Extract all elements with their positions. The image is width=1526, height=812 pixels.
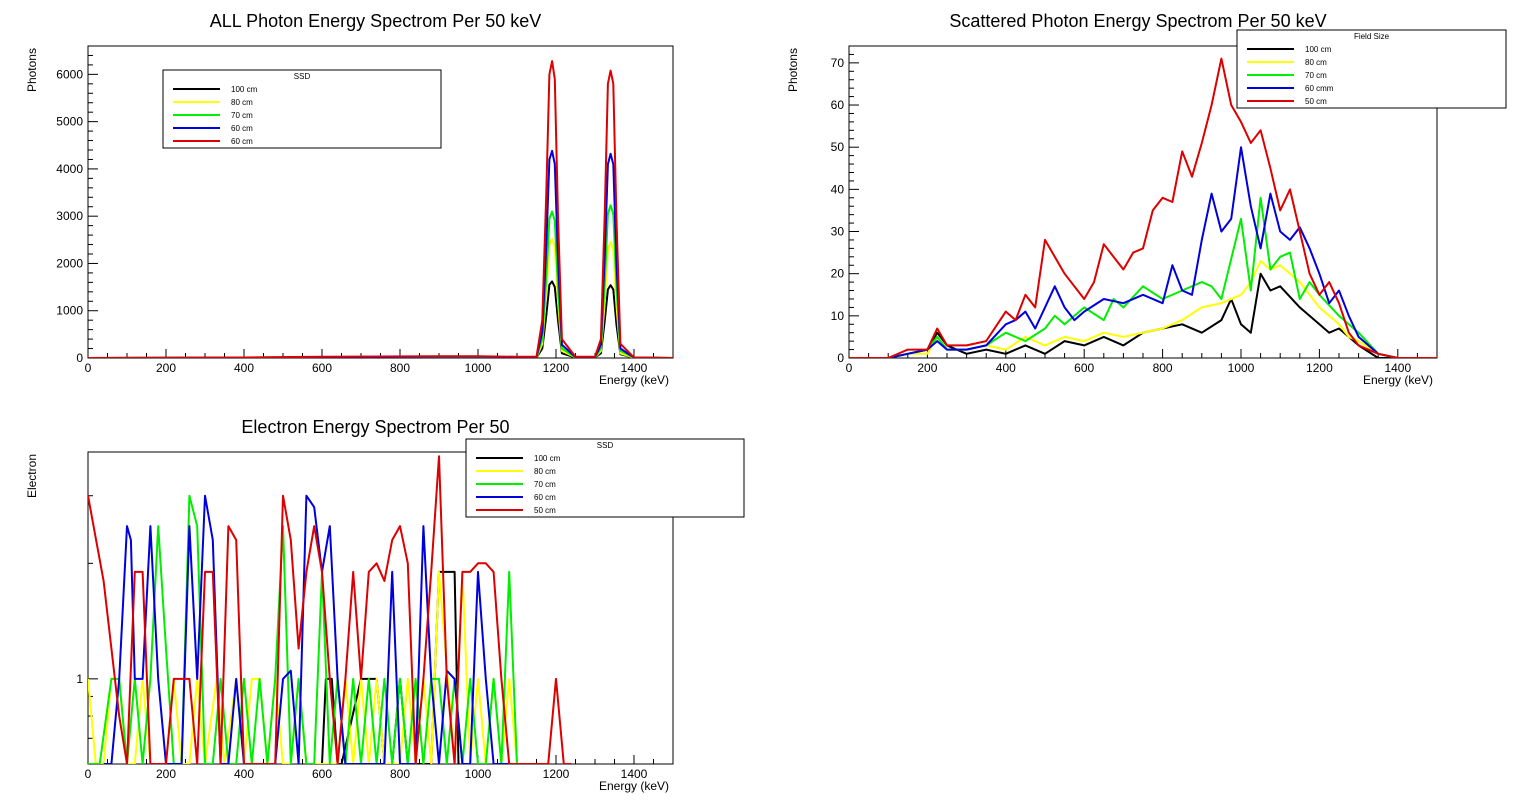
legend-title: Field Size bbox=[1354, 32, 1390, 41]
x-tick-label: 800 bbox=[390, 361, 410, 375]
x-tick-label: 600 bbox=[312, 767, 332, 781]
series-line-5 bbox=[849, 57, 1437, 358]
series-line-1 bbox=[88, 280, 673, 358]
x-tick-label: 600 bbox=[1074, 361, 1094, 375]
legend-entry: 70 cm bbox=[1305, 71, 1327, 80]
y-tick-label: 70 bbox=[831, 56, 845, 70]
y-tick-label: 60 bbox=[831, 98, 845, 112]
y-tick-label: 0 bbox=[76, 351, 83, 365]
y-axis-label: Electron bbox=[25, 454, 39, 498]
x-axis-label: Energy (keV) bbox=[1363, 373, 1433, 387]
series-line-5 bbox=[88, 455, 572, 764]
legend-box bbox=[1236, 29, 1507, 109]
legend: SSD 100 cm 80 cm 70 cm 60 cm 60 cm bbox=[162, 69, 442, 149]
y-tick-label: 0 bbox=[837, 351, 844, 365]
x-tick-label: 400 bbox=[234, 767, 254, 781]
chart-2: Scattered Photon Energy Spectrom Per 50 … bbox=[786, 11, 1507, 387]
legend-entry: 50 cm bbox=[534, 506, 556, 515]
x-tick-label: 1200 bbox=[1306, 361, 1333, 375]
series-group bbox=[88, 60, 673, 358]
y-tick-label: 6000 bbox=[56, 67, 83, 81]
legend-entry: 80 cm bbox=[231, 98, 253, 107]
legend: SSD 100 cm 80 cm 70 cm 60 cm 50 cm bbox=[465, 438, 745, 518]
series-line-4 bbox=[849, 146, 1437, 358]
series-line-4 bbox=[88, 149, 673, 358]
y-tick-label: 5000 bbox=[56, 115, 83, 129]
legend-entry: 60 cm bbox=[534, 493, 556, 502]
legend-title: SSD bbox=[597, 441, 614, 450]
x-tick-label: 1000 bbox=[1228, 361, 1255, 375]
x-tick-label: 200 bbox=[917, 361, 937, 375]
series-group bbox=[849, 57, 1437, 358]
y-axis-label: Photons bbox=[25, 48, 39, 92]
legend: Field Size 100 cm 80 cm 70 cm 60 cmm 50 cm bbox=[1236, 29, 1507, 109]
x-tick-label: 1000 bbox=[465, 361, 492, 375]
series-line-1 bbox=[849, 272, 1437, 358]
y-tick-label: 20 bbox=[831, 267, 845, 281]
y-axis-label: Photons bbox=[786, 48, 800, 92]
x-axis-label: Energy (keV) bbox=[599, 779, 669, 793]
legend-entry: 80 cm bbox=[1305, 58, 1327, 67]
legend-box bbox=[465, 438, 745, 518]
series-line-5 bbox=[88, 60, 673, 358]
legend-title: SSD bbox=[294, 72, 311, 81]
y-tick-label: 10 bbox=[831, 309, 845, 323]
x-tick-label: 400 bbox=[234, 361, 254, 375]
chart-3: Electron Energy Spectrom Per 50 0 200 400 60… bbox=[25, 417, 745, 793]
x-tick-label: 1200 bbox=[543, 361, 570, 375]
legend-entry: 100 cm bbox=[1305, 45, 1332, 54]
y-tick-label: 40 bbox=[831, 182, 845, 196]
x-tick-label: 200 bbox=[156, 361, 176, 375]
y-tick-label: 50 bbox=[831, 140, 845, 154]
legend-entry: 100 cm bbox=[231, 85, 258, 94]
x-tick-label: 600 bbox=[312, 361, 332, 375]
y-tick-label: 2000 bbox=[56, 256, 83, 270]
x-tick-label: 1400 bbox=[1384, 361, 1411, 375]
x-tick-label: 0 bbox=[85, 361, 92, 375]
y-tick-label: 1000 bbox=[56, 304, 83, 318]
series-group bbox=[88, 455, 572, 764]
x-tick-label: 1400 bbox=[621, 767, 648, 781]
x-tick-label: 800 bbox=[1153, 361, 1173, 375]
x-tick-label: 1200 bbox=[543, 767, 570, 781]
x-tick-label: 1400 bbox=[621, 361, 648, 375]
legend-entry: 60 cm bbox=[231, 124, 253, 133]
legend-entry: 100 cm bbox=[534, 454, 561, 463]
y-tick-label: 4000 bbox=[56, 162, 83, 176]
x-tick-label: 0 bbox=[85, 767, 92, 781]
legend-entry: 50 cm bbox=[1305, 97, 1327, 106]
x-tick-label: 200 bbox=[156, 767, 176, 781]
legend-entry: 60 cmm bbox=[1305, 84, 1334, 93]
legend-entry: 80 cm bbox=[534, 467, 556, 476]
chart-1: ALL Photon Energy Spectrom Per 50 keV 0 20… bbox=[25, 11, 674, 387]
chart-title: ALL Photon Energy Spectrom Per 50 keV bbox=[210, 11, 542, 31]
x-tick-label: 800 bbox=[390, 767, 410, 781]
y-tick-label: 30 bbox=[831, 225, 845, 239]
x-tick-label: 400 bbox=[996, 361, 1016, 375]
chart-title: Electron Energy Spectrom Per 50 bbox=[241, 417, 509, 437]
legend-entry: 70 cm bbox=[231, 111, 253, 120]
series-line-3 bbox=[88, 494, 525, 764]
series-line-2 bbox=[88, 237, 673, 358]
series-line-2 bbox=[849, 260, 1437, 358]
x-tick-label: 0 bbox=[846, 361, 853, 375]
series-line-3 bbox=[88, 204, 673, 358]
chart-title: Scattered Photon Energy Spectrom Per 50 … bbox=[949, 11, 1326, 31]
x-axis-label: Energy (keV) bbox=[599, 373, 669, 387]
legend-entry: 60 cm bbox=[231, 137, 253, 146]
y-tick-label: 3000 bbox=[56, 209, 83, 223]
legend-box bbox=[162, 69, 442, 149]
legend-entry: 70 cm bbox=[534, 480, 556, 489]
x-tick-label: 1000 bbox=[465, 767, 492, 781]
y-tick-label: 1 bbox=[76, 672, 83, 686]
